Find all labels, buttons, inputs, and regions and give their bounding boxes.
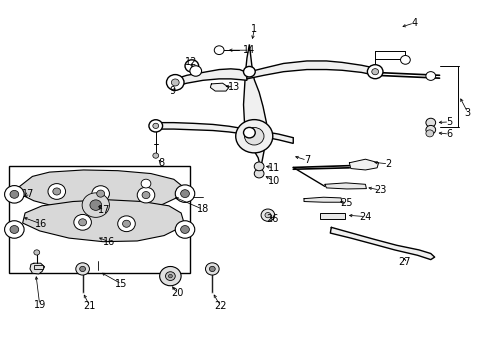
Text: 4: 4: [410, 18, 416, 28]
Ellipse shape: [80, 266, 85, 271]
Ellipse shape: [209, 266, 215, 271]
Ellipse shape: [142, 192, 150, 199]
Ellipse shape: [76, 263, 89, 275]
Ellipse shape: [171, 79, 179, 86]
Ellipse shape: [244, 127, 264, 145]
Ellipse shape: [153, 123, 158, 129]
Text: 13: 13: [227, 82, 240, 92]
Ellipse shape: [82, 193, 109, 217]
Ellipse shape: [366, 65, 382, 79]
Ellipse shape: [184, 60, 198, 72]
Ellipse shape: [243, 127, 255, 138]
Text: 20: 20: [171, 288, 183, 298]
Ellipse shape: [90, 200, 102, 210]
Ellipse shape: [149, 120, 162, 132]
Text: 7: 7: [303, 155, 309, 165]
Text: 16: 16: [102, 237, 115, 247]
Text: 1: 1: [251, 24, 257, 35]
Ellipse shape: [165, 272, 175, 280]
Ellipse shape: [180, 226, 189, 233]
Bar: [320, 213, 345, 219]
Ellipse shape: [175, 221, 194, 238]
Polygon shape: [330, 227, 434, 260]
Polygon shape: [156, 123, 249, 135]
Text: 15: 15: [115, 279, 127, 289]
Text: 23: 23: [373, 185, 386, 195]
Ellipse shape: [254, 169, 264, 178]
Text: 26: 26: [266, 214, 278, 224]
Text: 11: 11: [267, 163, 279, 173]
Polygon shape: [243, 44, 266, 176]
Polygon shape: [246, 61, 374, 79]
Ellipse shape: [122, 220, 130, 227]
Polygon shape: [30, 263, 44, 274]
Text: 9: 9: [169, 86, 175, 96]
Text: 24: 24: [359, 212, 371, 221]
Bar: [9, 166, 189, 273]
Text: 17: 17: [22, 189, 34, 199]
Text: 10: 10: [267, 176, 279, 186]
Ellipse shape: [235, 120, 272, 153]
Text: 14: 14: [243, 45, 255, 55]
Text: 6: 6: [446, 129, 451, 139]
Ellipse shape: [425, 72, 435, 80]
Ellipse shape: [371, 69, 378, 75]
Ellipse shape: [205, 263, 219, 275]
Ellipse shape: [48, 184, 65, 199]
Text: 19: 19: [34, 300, 46, 310]
Ellipse shape: [214, 46, 224, 55]
Bar: [34, 265, 42, 269]
Text: 5: 5: [445, 117, 451, 127]
Ellipse shape: [425, 118, 435, 127]
Ellipse shape: [180, 190, 189, 198]
Text: 25: 25: [340, 198, 352, 208]
Ellipse shape: [254, 162, 264, 171]
Ellipse shape: [97, 190, 104, 197]
Ellipse shape: [261, 209, 274, 221]
Polygon shape: [348, 159, 378, 170]
Text: 3: 3: [464, 108, 470, 118]
Ellipse shape: [34, 250, 40, 255]
Ellipse shape: [166, 75, 183, 90]
Ellipse shape: [243, 67, 255, 77]
Ellipse shape: [53, 188, 61, 195]
Ellipse shape: [79, 219, 86, 226]
Ellipse shape: [175, 185, 194, 202]
Polygon shape: [175, 69, 246, 86]
Ellipse shape: [425, 130, 433, 137]
Polygon shape: [210, 83, 228, 91]
Ellipse shape: [10, 190, 19, 198]
Ellipse shape: [4, 221, 24, 238]
Ellipse shape: [425, 125, 435, 134]
Text: 22: 22: [213, 301, 226, 311]
Text: 8: 8: [158, 158, 164, 168]
Ellipse shape: [4, 186, 24, 203]
Ellipse shape: [168, 274, 172, 278]
Text: 12: 12: [184, 57, 197, 67]
Ellipse shape: [264, 212, 270, 218]
Polygon shape: [249, 131, 293, 143]
Ellipse shape: [189, 66, 201, 76]
Ellipse shape: [118, 216, 135, 231]
Polygon shape: [304, 197, 341, 202]
Text: 2: 2: [385, 159, 391, 169]
Text: 18: 18: [197, 204, 209, 215]
Text: 27: 27: [397, 257, 410, 267]
Ellipse shape: [10, 226, 19, 233]
Ellipse shape: [74, 215, 91, 230]
Polygon shape: [325, 183, 366, 189]
Ellipse shape: [153, 153, 158, 158]
Ellipse shape: [137, 187, 155, 203]
Ellipse shape: [159, 266, 181, 286]
Text: 16: 16: [35, 219, 47, 229]
Polygon shape: [18, 170, 183, 210]
Ellipse shape: [92, 186, 109, 202]
Polygon shape: [22, 200, 183, 242]
Text: 21: 21: [83, 301, 96, 311]
Ellipse shape: [400, 55, 409, 64]
Text: 17: 17: [98, 206, 110, 216]
Ellipse shape: [141, 179, 151, 188]
